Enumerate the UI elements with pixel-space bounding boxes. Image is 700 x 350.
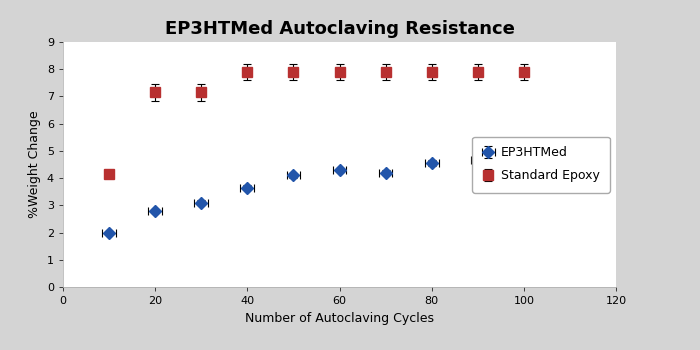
Title: EP3HTMed Autoclaving Resistance: EP3HTMed Autoclaving Resistance: [164, 20, 514, 38]
X-axis label: Number of Autoclaving Cycles: Number of Autoclaving Cycles: [245, 312, 434, 324]
Legend: EP3HTMed, Standard Epoxy: EP3HTMed, Standard Epoxy: [472, 136, 610, 192]
Y-axis label: %Weight Change: %Weight Change: [28, 111, 41, 218]
